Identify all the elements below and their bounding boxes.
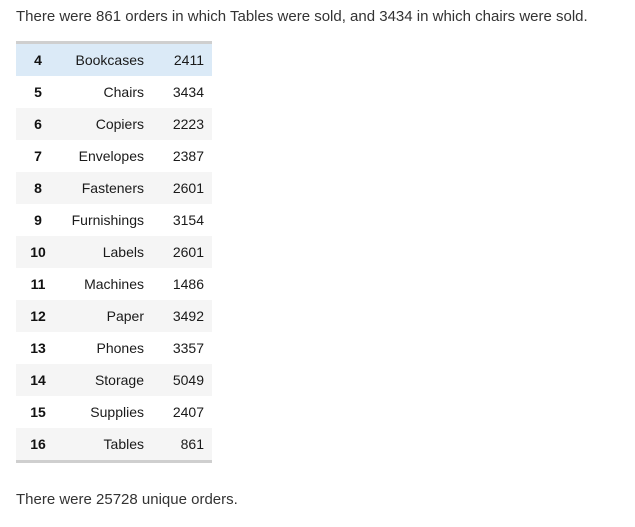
row-count: 1486 bbox=[172, 276, 204, 292]
row-category: Machines bbox=[84, 276, 144, 292]
row-count: 861 bbox=[180, 436, 204, 452]
row-count: 2601 bbox=[172, 244, 204, 260]
row-category: Furnishings bbox=[71, 212, 144, 228]
row-category: Storage bbox=[94, 372, 144, 388]
row-index: 6 bbox=[34, 116, 42, 132]
table-row: 11 Machines 1486 bbox=[16, 268, 212, 300]
table-row: 7 Envelopes 2387 bbox=[16, 140, 212, 172]
row-category: Paper bbox=[106, 308, 144, 324]
table-row: 13 Phones 3357 bbox=[16, 332, 212, 364]
row-index: 8 bbox=[34, 180, 42, 196]
category-count-table: 4 Bookcases 2411 5 Chairs 3434 6 Copiers… bbox=[16, 44, 212, 460]
row-index: 4 bbox=[34, 52, 42, 68]
row-category: Tables bbox=[103, 436, 144, 452]
row-count: 3154 bbox=[172, 212, 204, 228]
table-row: 16 Tables 861 bbox=[16, 428, 212, 460]
row-category: Fasteners bbox=[81, 180, 144, 196]
row-count: 3492 bbox=[172, 308, 204, 324]
table-row: 15 Supplies 2407 bbox=[16, 396, 212, 428]
row-count: 2223 bbox=[172, 116, 204, 132]
row-category: Bookcases bbox=[75, 52, 144, 68]
row-category: Envelopes bbox=[78, 148, 144, 164]
row-count: 2387 bbox=[172, 148, 204, 164]
table-top-rule bbox=[16, 41, 212, 44]
row-index: 7 bbox=[34, 148, 42, 164]
row-index: 15 bbox=[30, 404, 46, 420]
table-row: 12 Paper 3492 bbox=[16, 300, 212, 332]
row-index: 10 bbox=[30, 244, 46, 260]
row-index: 11 bbox=[30, 276, 46, 292]
row-index: 5 bbox=[34, 84, 42, 100]
table-bottom-rule bbox=[16, 460, 212, 463]
row-count: 2407 bbox=[172, 404, 204, 420]
row-index: 13 bbox=[30, 340, 46, 356]
row-count: 5049 bbox=[172, 372, 204, 388]
table-row: 5 Chairs 3434 bbox=[16, 76, 212, 108]
summary-text-top: There were 861 orders in which Tables we… bbox=[16, 8, 588, 25]
summary-text-bottom: There were 25728 unique orders. bbox=[16, 491, 238, 508]
table-row: 8 Fasteners 2601 bbox=[16, 172, 212, 204]
row-category: Supplies bbox=[90, 404, 144, 420]
row-count: 2411 bbox=[173, 52, 204, 68]
row-category: Phones bbox=[96, 340, 144, 356]
table-row: 9 Furnishings 3154 bbox=[16, 204, 212, 236]
row-index: 14 bbox=[30, 372, 46, 388]
table-row: 14 Storage 5049 bbox=[16, 364, 212, 396]
row-category: Copiers bbox=[95, 116, 144, 132]
row-count: 2601 bbox=[172, 180, 204, 196]
row-category: Labels bbox=[102, 244, 144, 260]
row-index: 9 bbox=[34, 212, 42, 228]
row-index: 12 bbox=[30, 308, 46, 324]
dataframe-output: 4 Bookcases 2411 5 Chairs 3434 6 Copiers… bbox=[16, 41, 212, 463]
row-category: Chairs bbox=[103, 84, 144, 100]
row-count: 3434 bbox=[172, 84, 204, 100]
row-index: 16 bbox=[30, 436, 46, 452]
table-row: 4 Bookcases 2411 bbox=[16, 44, 212, 76]
table-row: 10 Labels 2601 bbox=[16, 236, 212, 268]
table-row: 6 Copiers 2223 bbox=[16, 108, 212, 140]
row-count: 3357 bbox=[172, 340, 204, 356]
